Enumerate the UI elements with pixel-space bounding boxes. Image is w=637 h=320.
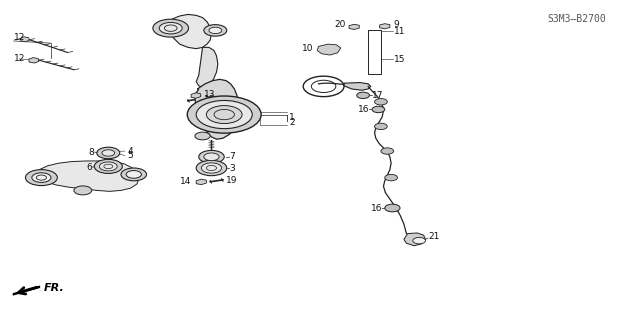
Text: 12: 12 — [14, 54, 25, 63]
Circle shape — [372, 106, 385, 113]
Circle shape — [102, 150, 115, 156]
Circle shape — [204, 25, 227, 36]
Text: 8: 8 — [89, 148, 94, 156]
Circle shape — [204, 153, 219, 161]
Polygon shape — [191, 93, 201, 98]
Polygon shape — [349, 24, 359, 29]
Circle shape — [209, 27, 222, 34]
Text: 2: 2 — [289, 118, 295, 127]
Circle shape — [385, 174, 397, 181]
Text: 9: 9 — [394, 20, 399, 29]
Circle shape — [357, 92, 369, 99]
Circle shape — [375, 99, 387, 105]
Polygon shape — [20, 37, 29, 42]
Circle shape — [97, 147, 120, 159]
Text: 17: 17 — [372, 91, 383, 100]
Bar — [368, 30, 381, 74]
Text: 11: 11 — [394, 27, 405, 36]
Circle shape — [413, 237, 426, 244]
Text: 4: 4 — [127, 147, 133, 156]
Circle shape — [195, 132, 210, 140]
Polygon shape — [13, 285, 40, 296]
Circle shape — [196, 160, 227, 176]
Circle shape — [121, 168, 147, 181]
Text: 20: 20 — [334, 20, 345, 29]
Circle shape — [199, 150, 224, 163]
Circle shape — [25, 170, 57, 186]
Polygon shape — [29, 58, 39, 63]
Circle shape — [196, 100, 252, 129]
Circle shape — [375, 123, 387, 130]
Circle shape — [201, 163, 222, 173]
Text: 3: 3 — [229, 164, 235, 172]
Text: 16: 16 — [371, 204, 382, 213]
Polygon shape — [380, 24, 390, 29]
Text: 16: 16 — [358, 105, 369, 114]
Text: 5: 5 — [127, 151, 133, 160]
Circle shape — [153, 19, 189, 37]
Circle shape — [206, 106, 242, 124]
Text: 6: 6 — [87, 163, 92, 172]
Circle shape — [381, 148, 394, 154]
Text: 10: 10 — [302, 44, 313, 52]
Circle shape — [32, 173, 51, 182]
Text: 13: 13 — [204, 90, 215, 99]
Circle shape — [159, 22, 182, 34]
Circle shape — [187, 96, 261, 133]
Circle shape — [74, 186, 92, 195]
Text: 15: 15 — [394, 55, 405, 64]
Text: 7: 7 — [229, 152, 235, 161]
Text: 14: 14 — [180, 177, 191, 186]
Circle shape — [385, 204, 400, 212]
Circle shape — [94, 159, 122, 173]
Polygon shape — [196, 179, 206, 185]
Circle shape — [99, 162, 117, 171]
Text: 18: 18 — [204, 95, 215, 104]
Text: 12: 12 — [14, 33, 25, 42]
Circle shape — [126, 171, 141, 178]
Text: 1: 1 — [289, 113, 295, 122]
Text: S3M3–B2700: S3M3–B2700 — [548, 14, 606, 24]
Text: FR.: FR. — [43, 283, 64, 293]
Polygon shape — [195, 79, 240, 139]
Text: 19: 19 — [226, 176, 238, 185]
Polygon shape — [317, 44, 341, 55]
Polygon shape — [344, 83, 371, 90]
Polygon shape — [196, 47, 218, 88]
Text: 21: 21 — [428, 232, 440, 241]
Polygon shape — [35, 161, 139, 191]
Polygon shape — [169, 14, 211, 49]
Polygon shape — [404, 233, 426, 246]
